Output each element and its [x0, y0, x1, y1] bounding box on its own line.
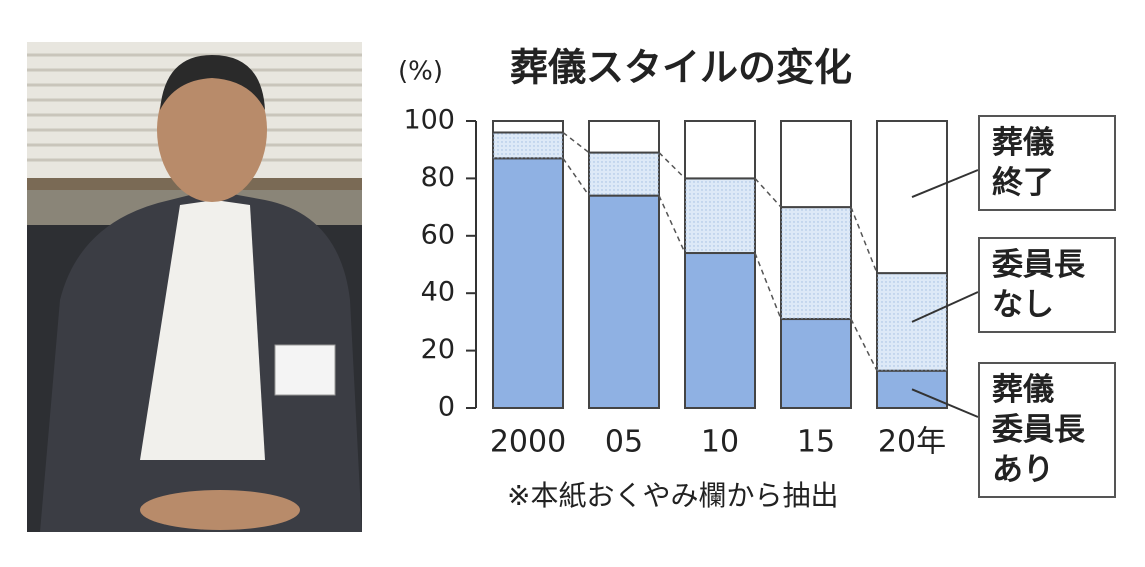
bar-segment — [684, 252, 756, 409]
legend-pointer — [911, 388, 979, 418]
connector — [754, 252, 782, 320]
connector — [562, 157, 590, 197]
legend-pointer — [911, 291, 979, 323]
bar-segment — [780, 120, 852, 209]
chart-title: 葬儀スタイルの変化 — [510, 46, 852, 90]
legend-pointer — [911, 169, 979, 198]
bar-segment — [876, 120, 948, 275]
bar-segment — [588, 194, 660, 409]
y-tick-label: 80 — [421, 162, 455, 193]
y-tick-label: 40 — [421, 277, 455, 308]
x-tick-label: 10 — [701, 425, 739, 460]
connector — [658, 195, 686, 254]
x-tick-label: 2000 — [490, 425, 566, 460]
bar-segment — [780, 318, 852, 409]
bar-segment — [492, 157, 564, 409]
bar-texture — [493, 132, 563, 159]
connector — [658, 152, 686, 179]
x-tick-label: 20年 — [878, 425, 946, 460]
bar-segment — [684, 120, 756, 180]
connector — [850, 318, 878, 372]
bar-texture — [589, 152, 659, 196]
note: ※本紙おくやみ欄から抽出 — [507, 479, 838, 512]
connector — [562, 131, 590, 154]
x-tick-label: 05 — [605, 425, 643, 460]
photo — [27, 42, 362, 532]
connector — [850, 206, 878, 274]
y-axis-label: (%) — [398, 57, 443, 87]
bar-texture — [685, 178, 755, 254]
bar-segment — [492, 120, 564, 134]
bar-texture — [781, 207, 851, 320]
legend-entry: 葬儀 終了 — [978, 115, 1116, 211]
x-tick-label: 15 — [797, 425, 835, 460]
connector — [754, 177, 782, 208]
legend-entry: 委員長 なし — [978, 237, 1116, 333]
y-tick-label: 100 — [403, 105, 455, 136]
y-tick-label: 60 — [421, 219, 455, 250]
y-tick-label: 0 — [438, 392, 455, 423]
y-tick-label: 20 — [421, 334, 455, 365]
bar-segment — [588, 120, 660, 154]
legend-entry: 葬儀 委員長 あり — [978, 362, 1116, 498]
